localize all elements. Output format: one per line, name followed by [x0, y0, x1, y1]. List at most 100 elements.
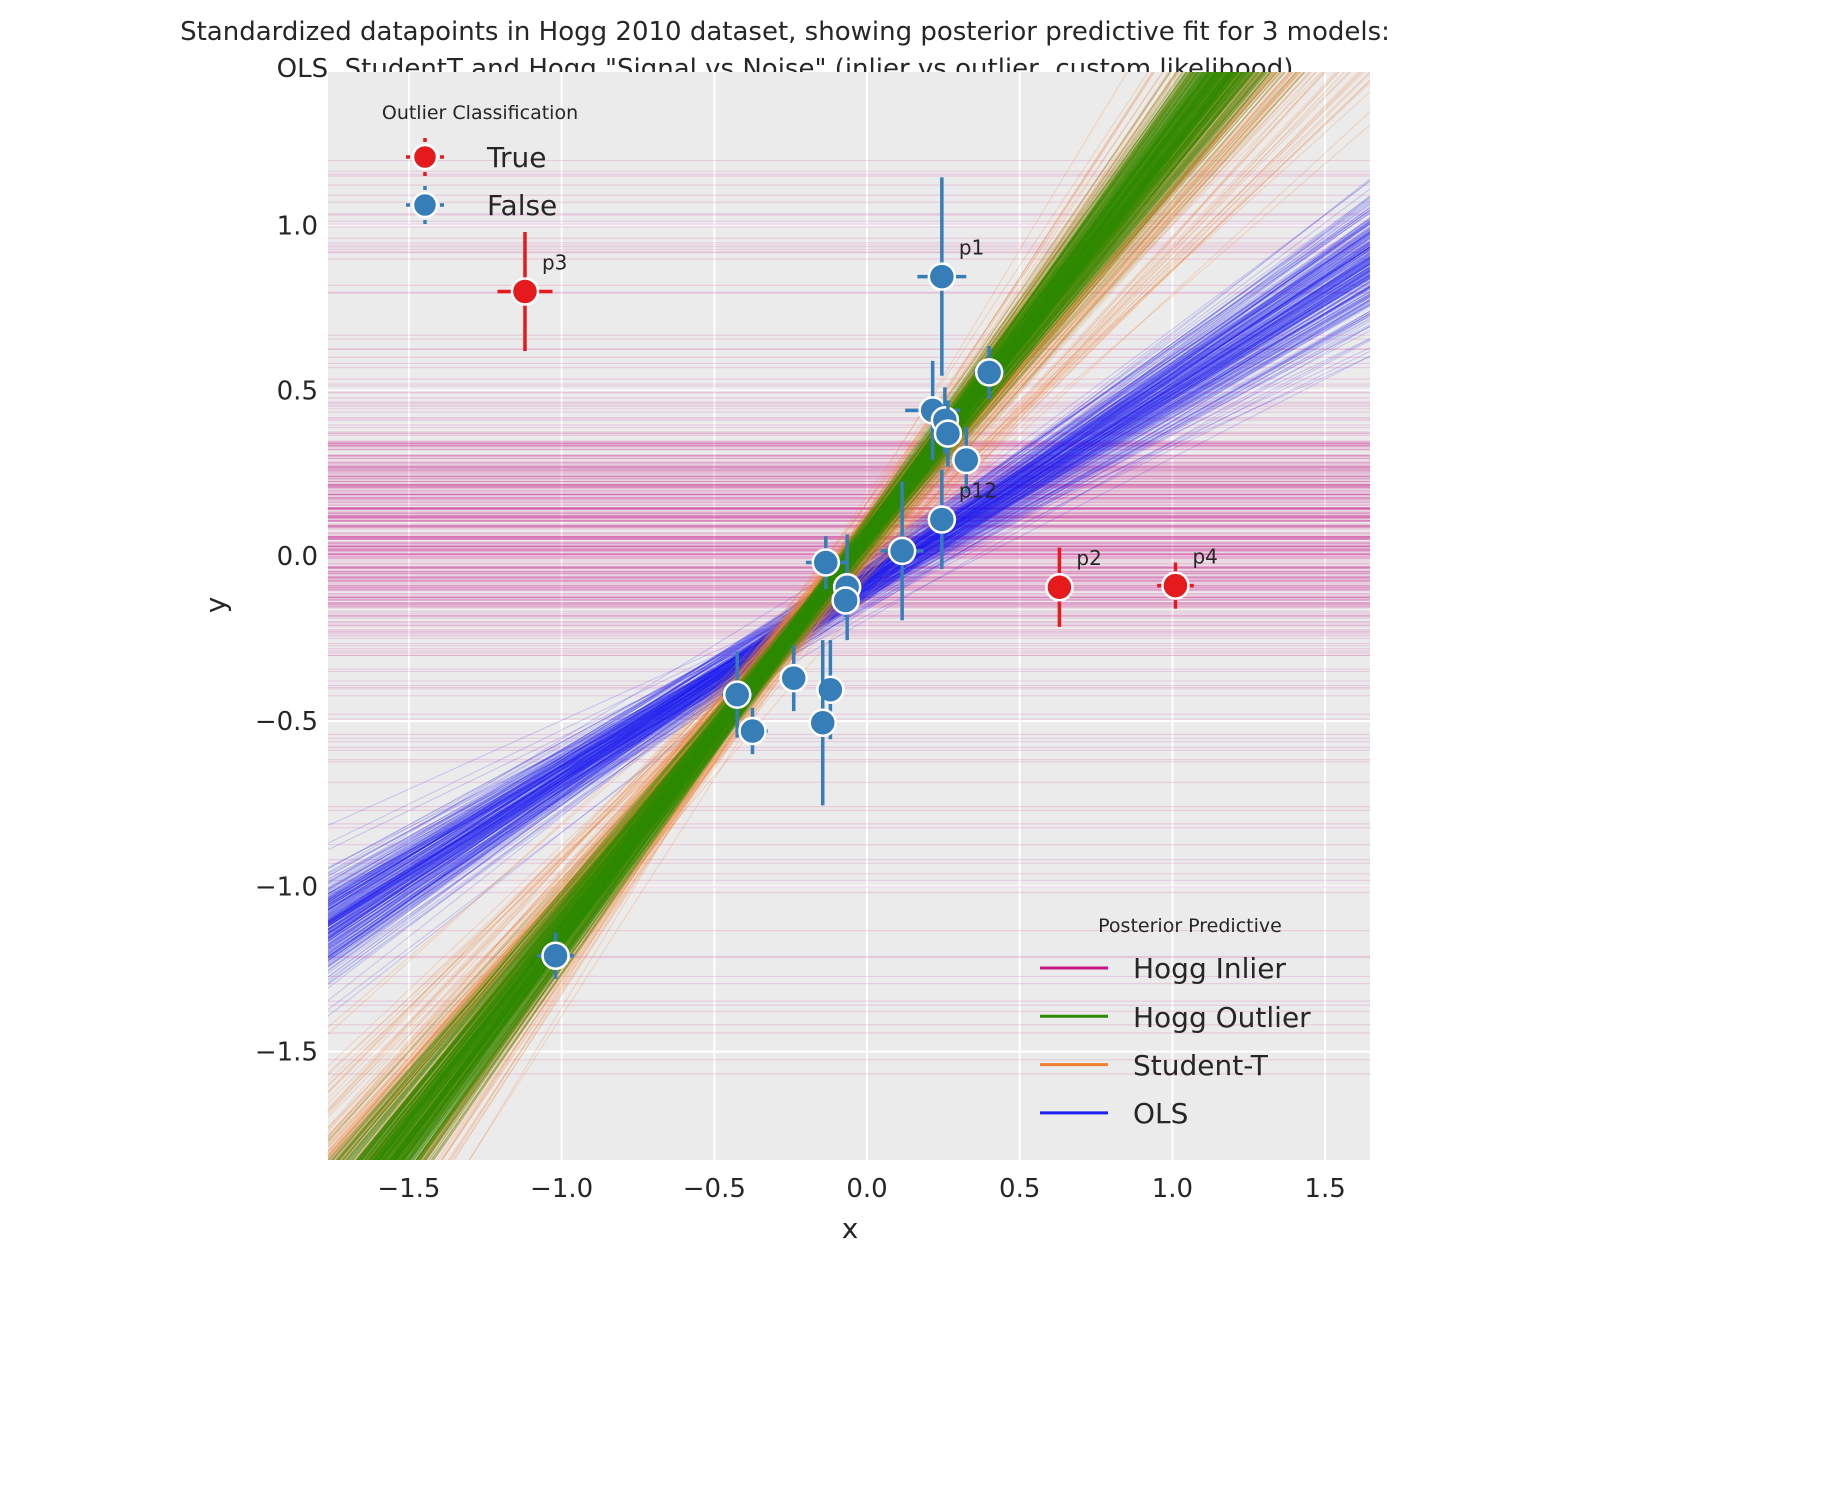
hogg-outlier-line [405, 72, 1199, 1160]
student-t-line [418, 72, 1181, 1160]
hogg-outlier-line [397, 72, 1221, 1160]
student-t-line [397, 72, 1229, 1160]
student-t-line [424, 72, 1196, 1160]
student-t-line [366, 72, 1260, 1160]
student-t-line [341, 72, 1232, 1160]
point-marker [722, 680, 752, 709]
hogg-outlier-line [358, 72, 1236, 1160]
hogg-outlier-line [405, 72, 1200, 1160]
hogg-outlier-line [399, 72, 1224, 1160]
student-t-line [350, 72, 1250, 1160]
student-t-line [469, 72, 1128, 1160]
inlier-point [933, 400, 963, 467]
student-t-line [328, 72, 1290, 1132]
student-t-line [383, 72, 1237, 1160]
student-t-line [374, 72, 1235, 1160]
hogg-outlier-line [388, 72, 1226, 1160]
hogg-outlier-line [378, 72, 1224, 1160]
hogg-outlier-line [399, 72, 1203, 1160]
student-t-line [341, 72, 1270, 1160]
hogg-outlier-line [350, 72, 1256, 1160]
hogg-outlier-line [365, 72, 1233, 1160]
hogg-outlier-line [399, 72, 1212, 1160]
point-marker [738, 716, 767, 746]
hogg-outlier-line [376, 72, 1221, 1160]
hogg-outlier-line [407, 72, 1218, 1160]
hogg-outlier-line [364, 72, 1234, 1160]
point-marker [927, 505, 957, 534]
hogg-outlier-line [364, 72, 1239, 1160]
student-t-line [342, 72, 1252, 1160]
student-t-line [426, 72, 1194, 1160]
outlier-point: p3 [497, 231, 567, 351]
student-t-line [419, 72, 1202, 1160]
student-t-line [368, 72, 1244, 1160]
student-t-line [373, 72, 1238, 1160]
student-t-line [328, 72, 1306, 1111]
ols-line [328, 300, 1370, 933]
student-t-line [422, 72, 1183, 1160]
hogg-outlier-line [338, 72, 1269, 1160]
hogg-outlier-line [355, 72, 1258, 1160]
student-t-line [335, 72, 1273, 1160]
hogg-outlier-line [360, 72, 1240, 1160]
legend-label-student-t: Student-T [1133, 1049, 1269, 1082]
student-t-line [389, 72, 1230, 1160]
student-t-line [357, 72, 1248, 1160]
student-t-line [381, 72, 1244, 1160]
plot-area [328, 72, 1370, 1160]
hogg-outlier-line [367, 72, 1243, 1160]
student-t-line [357, 72, 1226, 1160]
y-tick-label: 0.5 [277, 377, 318, 407]
hogg-outlier-line [365, 72, 1243, 1160]
hogg-outlier-line [422, 72, 1195, 1160]
y-tick-label: −1.0 [255, 872, 318, 902]
student-t-line [328, 72, 1286, 1157]
hogg-outlier-line [408, 72, 1218, 1160]
hogg-outlier-line [393, 72, 1217, 1160]
student-t-line [328, 72, 1269, 1159]
chart-title-line-1: Standardized datapoints in Hogg 2010 dat… [180, 17, 1390, 47]
posterior-legend: Posterior Predictive Hogg Inlier Hogg Ou… [1040, 915, 1311, 1130]
hogg-outlier-line [400, 72, 1220, 1160]
hogg-outlier-line [352, 72, 1245, 1160]
student-t-line [345, 72, 1244, 1160]
hogg-outlier-line [410, 72, 1199, 1160]
point-marker [510, 277, 540, 306]
hogg-outlier-line [389, 72, 1209, 1160]
hogg-outlier-line [395, 72, 1221, 1160]
student-t-line [379, 72, 1235, 1160]
student-t-line [328, 72, 1312, 1094]
student-t-line [368, 72, 1251, 1160]
hogg-outlier-line [407, 72, 1206, 1160]
hogg-outlier-line [430, 72, 1189, 1160]
hogg-outlier-line [388, 72, 1223, 1160]
ols-line [328, 313, 1370, 922]
hogg-outlier-line [382, 72, 1213, 1160]
legend-marker [411, 143, 439, 171]
hogg-outlier-line [358, 72, 1244, 1160]
student-t-line [328, 72, 1297, 1110]
legend-marker [411, 191, 439, 219]
student-t-line [361, 72, 1236, 1160]
inlier-point [737, 707, 768, 755]
ols-line [328, 241, 1370, 884]
hogg-outlier-line [369, 72, 1235, 1160]
student-t-line [364, 72, 1237, 1160]
student-t-line [328, 72, 1300, 1152]
student-t-line [328, 72, 1278, 1136]
hogg-outlier-line [385, 72, 1215, 1160]
inlier-point [721, 651, 753, 738]
hogg-outlier-line [367, 72, 1253, 1160]
hogg-outlier-line [390, 72, 1224, 1160]
student-t-line [328, 72, 1317, 1099]
hogg-outlier-line [346, 72, 1260, 1160]
hogg-outlier-line [379, 72, 1228, 1160]
student-t-line [360, 72, 1247, 1160]
student-t-line [335, 72, 1249, 1160]
student-t-line [369, 72, 1194, 1160]
student-t-line [329, 72, 1292, 1160]
posterior-lines [328, 72, 1370, 1160]
hogg-outlier-line [389, 72, 1238, 1160]
